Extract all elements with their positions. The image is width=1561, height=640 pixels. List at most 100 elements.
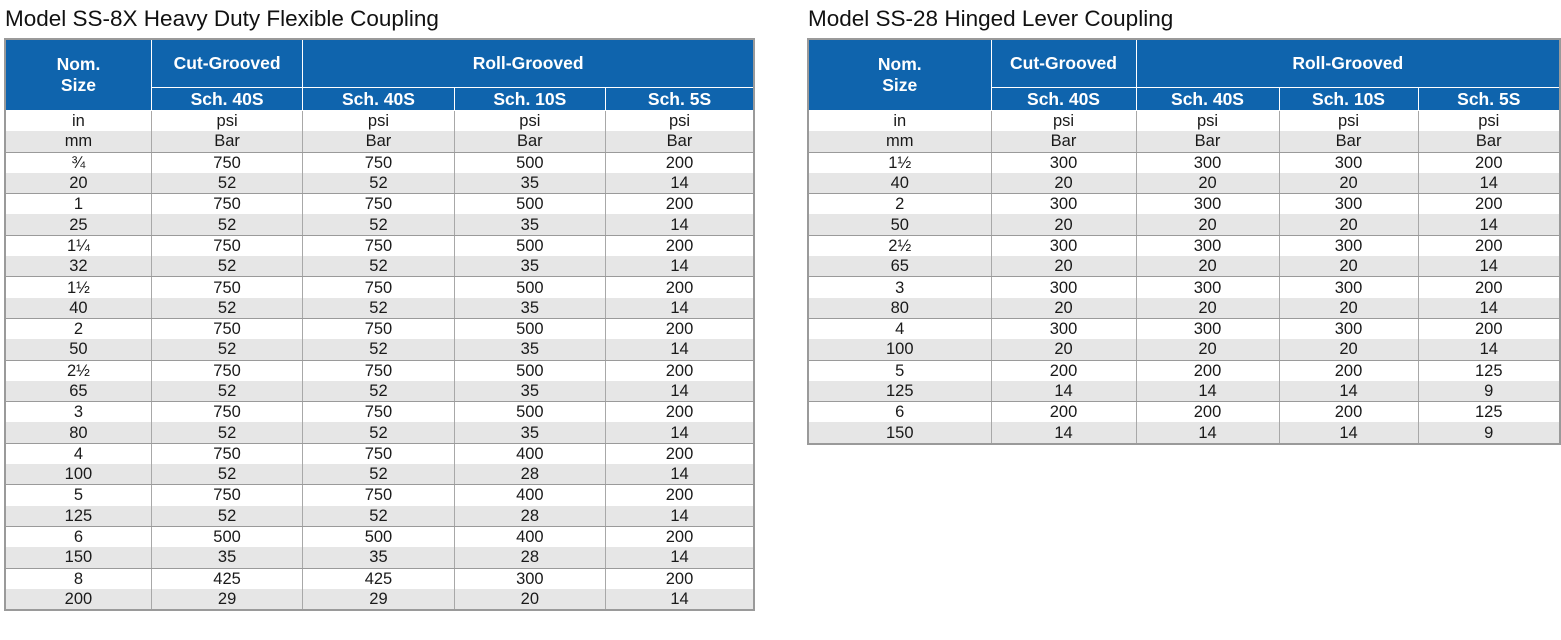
- pressure-cell: 20: [1135, 256, 1280, 278]
- schedule-header: Sch. 40S: [1135, 87, 1280, 111]
- size-cell: 40: [4, 297, 152, 319]
- pressure-cell: Bar: [1135, 131, 1280, 153]
- pressure-cell: 29: [150, 588, 304, 611]
- pressure-cell: 500: [453, 193, 607, 215]
- pressure-cell: 200: [1417, 318, 1561, 340]
- pressure-cell: 14: [1278, 380, 1419, 403]
- pressure-cell: 20: [1135, 339, 1280, 361]
- size-cell: mm: [807, 131, 992, 153]
- pressure-cell: 52: [150, 256, 304, 278]
- schedule-header: Sch. 40S: [990, 87, 1137, 111]
- pressure-cell: 300: [990, 193, 1137, 215]
- size-cell: 5: [807, 360, 992, 381]
- table-row: 100 20 20 20 14: [807, 339, 1561, 361]
- pressure-cell: 200: [605, 318, 755, 340]
- pressure-cell: 14: [1135, 422, 1280, 444]
- size-cell: 6: [4, 526, 152, 548]
- pressure-cell: psi: [302, 110, 455, 132]
- size-cell: 125: [4, 505, 152, 527]
- pressure-cell: 14: [1417, 214, 1561, 236]
- size-cell: ¾: [4, 152, 152, 173]
- pressure-cell: psi: [1135, 110, 1280, 132]
- ss-28-pressure-table: Nom. Size Cut-Grooved Roll-Grooved Sch. …: [807, 38, 1561, 445]
- pressure-cell: 35: [150, 547, 304, 569]
- pressure-cell: 200: [605, 152, 755, 173]
- pressure-cell: 200: [605, 568, 755, 589]
- pressure-cell: 14: [605, 588, 755, 611]
- pressure-cell: 9: [1417, 422, 1561, 444]
- pressure-cell: 200: [605, 276, 755, 298]
- table-row: 2 300 300 300 200: [807, 193, 1561, 215]
- pressure-cell: 52: [302, 339, 455, 361]
- pressure-cell: 300: [1135, 235, 1280, 257]
- ss-28-table-body: in psi psi psi psi mm Bar Bar Bar Bar 1½ 300 300 300 2…: [807, 110, 1561, 444]
- table-row: in psi psi psi psi: [4, 110, 755, 132]
- size-cell: 2: [807, 193, 992, 215]
- pressure-cell: 35: [453, 380, 607, 403]
- pressure-cell: 14: [990, 422, 1137, 444]
- cut-grooved-header: Cut-Grooved: [990, 38, 1137, 88]
- pressure-cell: 500: [453, 152, 607, 173]
- pressure-cell: 300: [990, 318, 1137, 340]
- pressure-cell: 400: [453, 443, 607, 465]
- table-row: 2½ 750 750 500 200: [4, 360, 755, 381]
- pressure-cell: 500: [453, 360, 607, 381]
- table-row: 200 29 29 20 14: [4, 588, 755, 611]
- ss-8x-pressure-table: Nom. Size Cut-Grooved Roll-Grooved Sch. …: [4, 38, 755, 612]
- table-row: 80 20 20 20 14: [807, 297, 1561, 319]
- pressure-cell: 35: [453, 172, 607, 195]
- pressure-cell: 35: [302, 547, 455, 569]
- size-cell: 80: [4, 422, 152, 444]
- pressure-cell: 425: [150, 568, 304, 589]
- pressure-cell: 52: [150, 380, 304, 403]
- size-cell: 6: [807, 401, 992, 423]
- ss-8x-title: Model SS-8X Heavy Duty Flexible Coupling: [5, 6, 439, 31]
- nom-size-header-line1: Nom.: [56, 54, 101, 74]
- pressure-cell: 500: [453, 276, 607, 298]
- size-cell: 8: [4, 568, 152, 589]
- pressure-cell: 200: [1417, 276, 1561, 298]
- pressure-cell: 750: [302, 484, 455, 506]
- pressure-cell: 28: [453, 505, 607, 527]
- schedule-header: Sch. 10S: [1278, 87, 1419, 111]
- pressure-cell: 200: [605, 235, 755, 257]
- pressure-cell: 52: [302, 214, 455, 236]
- pressure-cell: 20: [990, 297, 1137, 319]
- pressure-cell: Bar: [605, 131, 755, 153]
- pressure-cell: Bar: [150, 131, 304, 153]
- pressure-cell: 125: [1417, 401, 1561, 423]
- pressure-cell: 300: [1135, 193, 1280, 215]
- pressure-cell: psi: [453, 110, 607, 132]
- pressure-cell: 14: [605, 422, 755, 444]
- pressure-cell: psi: [990, 110, 1137, 132]
- pressure-cell: 20: [1135, 214, 1280, 236]
- table-row: 1¼ 750 750 500 200: [4, 235, 755, 257]
- nom-size-header-line2: Size: [60, 75, 96, 95]
- pressure-cell: psi: [1417, 110, 1561, 132]
- pressure-cell: 52: [150, 339, 304, 361]
- size-cell: 150: [807, 422, 992, 444]
- pressure-cell: Bar: [990, 131, 1137, 153]
- size-cell: 125: [807, 380, 992, 403]
- pressure-cell: 14: [1417, 172, 1561, 195]
- size-cell: 2½: [807, 235, 992, 257]
- size-cell: 50: [807, 214, 992, 236]
- pressure-cell: 750: [302, 235, 455, 257]
- pressure-cell: 750: [150, 360, 304, 381]
- pressure-cell: 500: [453, 235, 607, 257]
- size-cell: 32: [4, 256, 152, 278]
- table-row: 65 20 20 20 14: [807, 256, 1561, 278]
- schedule-header: Sch. 40S: [150, 87, 304, 111]
- table-row: 2 750 750 500 200: [4, 318, 755, 340]
- pressure-cell: 750: [150, 235, 304, 257]
- cut-grooved-header: Cut-Grooved: [150, 38, 304, 88]
- size-cell: 2: [4, 318, 152, 340]
- nom-size-header-line1: Nom.: [877, 54, 922, 74]
- pressure-cell: 750: [302, 401, 455, 423]
- ss-8x-table-body: in psi psi psi psi mm Bar Bar Bar Bar ¾ 750 750 500 20…: [4, 110, 755, 611]
- pressure-cell: 52: [302, 172, 455, 195]
- nom-size-header-line2: Size: [882, 75, 918, 95]
- table-row: 150 14 14 14 9: [807, 422, 1561, 444]
- pressure-cell: 400: [453, 484, 607, 506]
- pressure-cell: 750: [302, 318, 455, 340]
